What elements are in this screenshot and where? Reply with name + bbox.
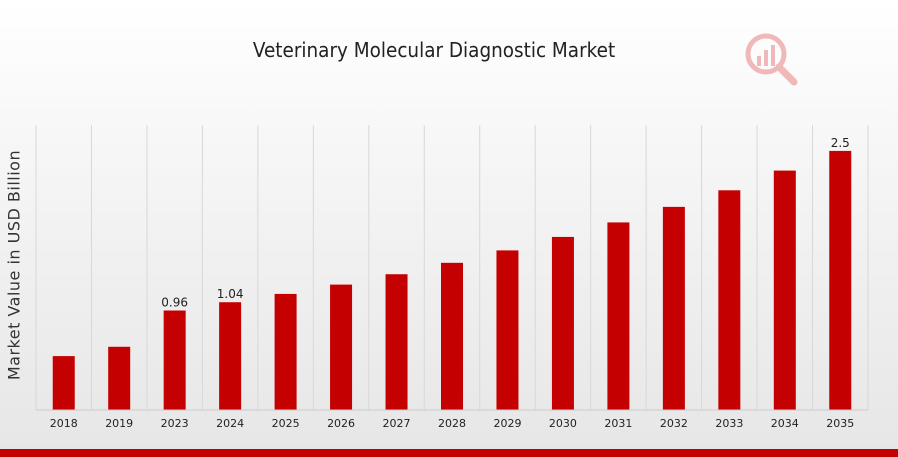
data-label-2035: 2.5 <box>831 136 850 150</box>
data-label-2024: 1.04 <box>217 287 244 301</box>
x-tick-2034: 2034 <box>771 417 799 430</box>
bar-2026 <box>330 284 353 410</box>
chart-title: Veterinary Molecular Diagnostic Market <box>252 38 616 62</box>
x-tick-2024: 2024 <box>216 417 244 430</box>
bar-2032 <box>662 206 685 410</box>
x-tick-2027: 2027 <box>383 417 411 430</box>
bottom-accent-bar <box>0 449 898 457</box>
x-tick-2029: 2029 <box>493 417 521 430</box>
bar-2033 <box>718 190 741 410</box>
x-tick-2032: 2032 <box>660 417 688 430</box>
grid-lines <box>35 125 869 410</box>
chart-magnifier-logo-icon <box>745 33 798 86</box>
bar-2023 <box>163 310 186 410</box>
x-tick-2028: 2028 <box>438 417 466 430</box>
bar-2025 <box>274 293 297 410</box>
bar-2024 <box>219 302 242 410</box>
data-label-2023: 0.96 <box>161 296 188 310</box>
x-tick-2030: 2030 <box>549 417 577 430</box>
bar-2018 <box>52 356 75 410</box>
bar-2031 <box>607 222 630 410</box>
bar-2029 <box>496 250 519 410</box>
bar-2034 <box>773 170 796 410</box>
x-tick-2035: 2035 <box>826 417 854 430</box>
bar-2028 <box>441 262 463 410</box>
x-tick-2019: 2019 <box>105 417 133 430</box>
x-tick-2033: 2033 <box>715 417 743 430</box>
x-tick-2026: 2026 <box>327 417 355 430</box>
x-tick-2025: 2025 <box>272 417 300 430</box>
data-labels: 0.96 1.04 2.5 <box>161 136 850 310</box>
bar-2019 <box>108 346 131 410</box>
bar-2027 <box>385 274 408 410</box>
x-tick-labels: 2018 2019 2023 2024 2025 2026 2027 2028 2029 2030… <box>50 417 855 430</box>
x-tick-2031: 2031 <box>604 417 632 430</box>
x-tick-2023: 2023 <box>161 417 189 430</box>
bars <box>52 150 852 410</box>
bar-2030 <box>551 236 574 410</box>
bar-2035 <box>829 150 852 410</box>
x-tick-2018: 2018 <box>50 417 78 430</box>
